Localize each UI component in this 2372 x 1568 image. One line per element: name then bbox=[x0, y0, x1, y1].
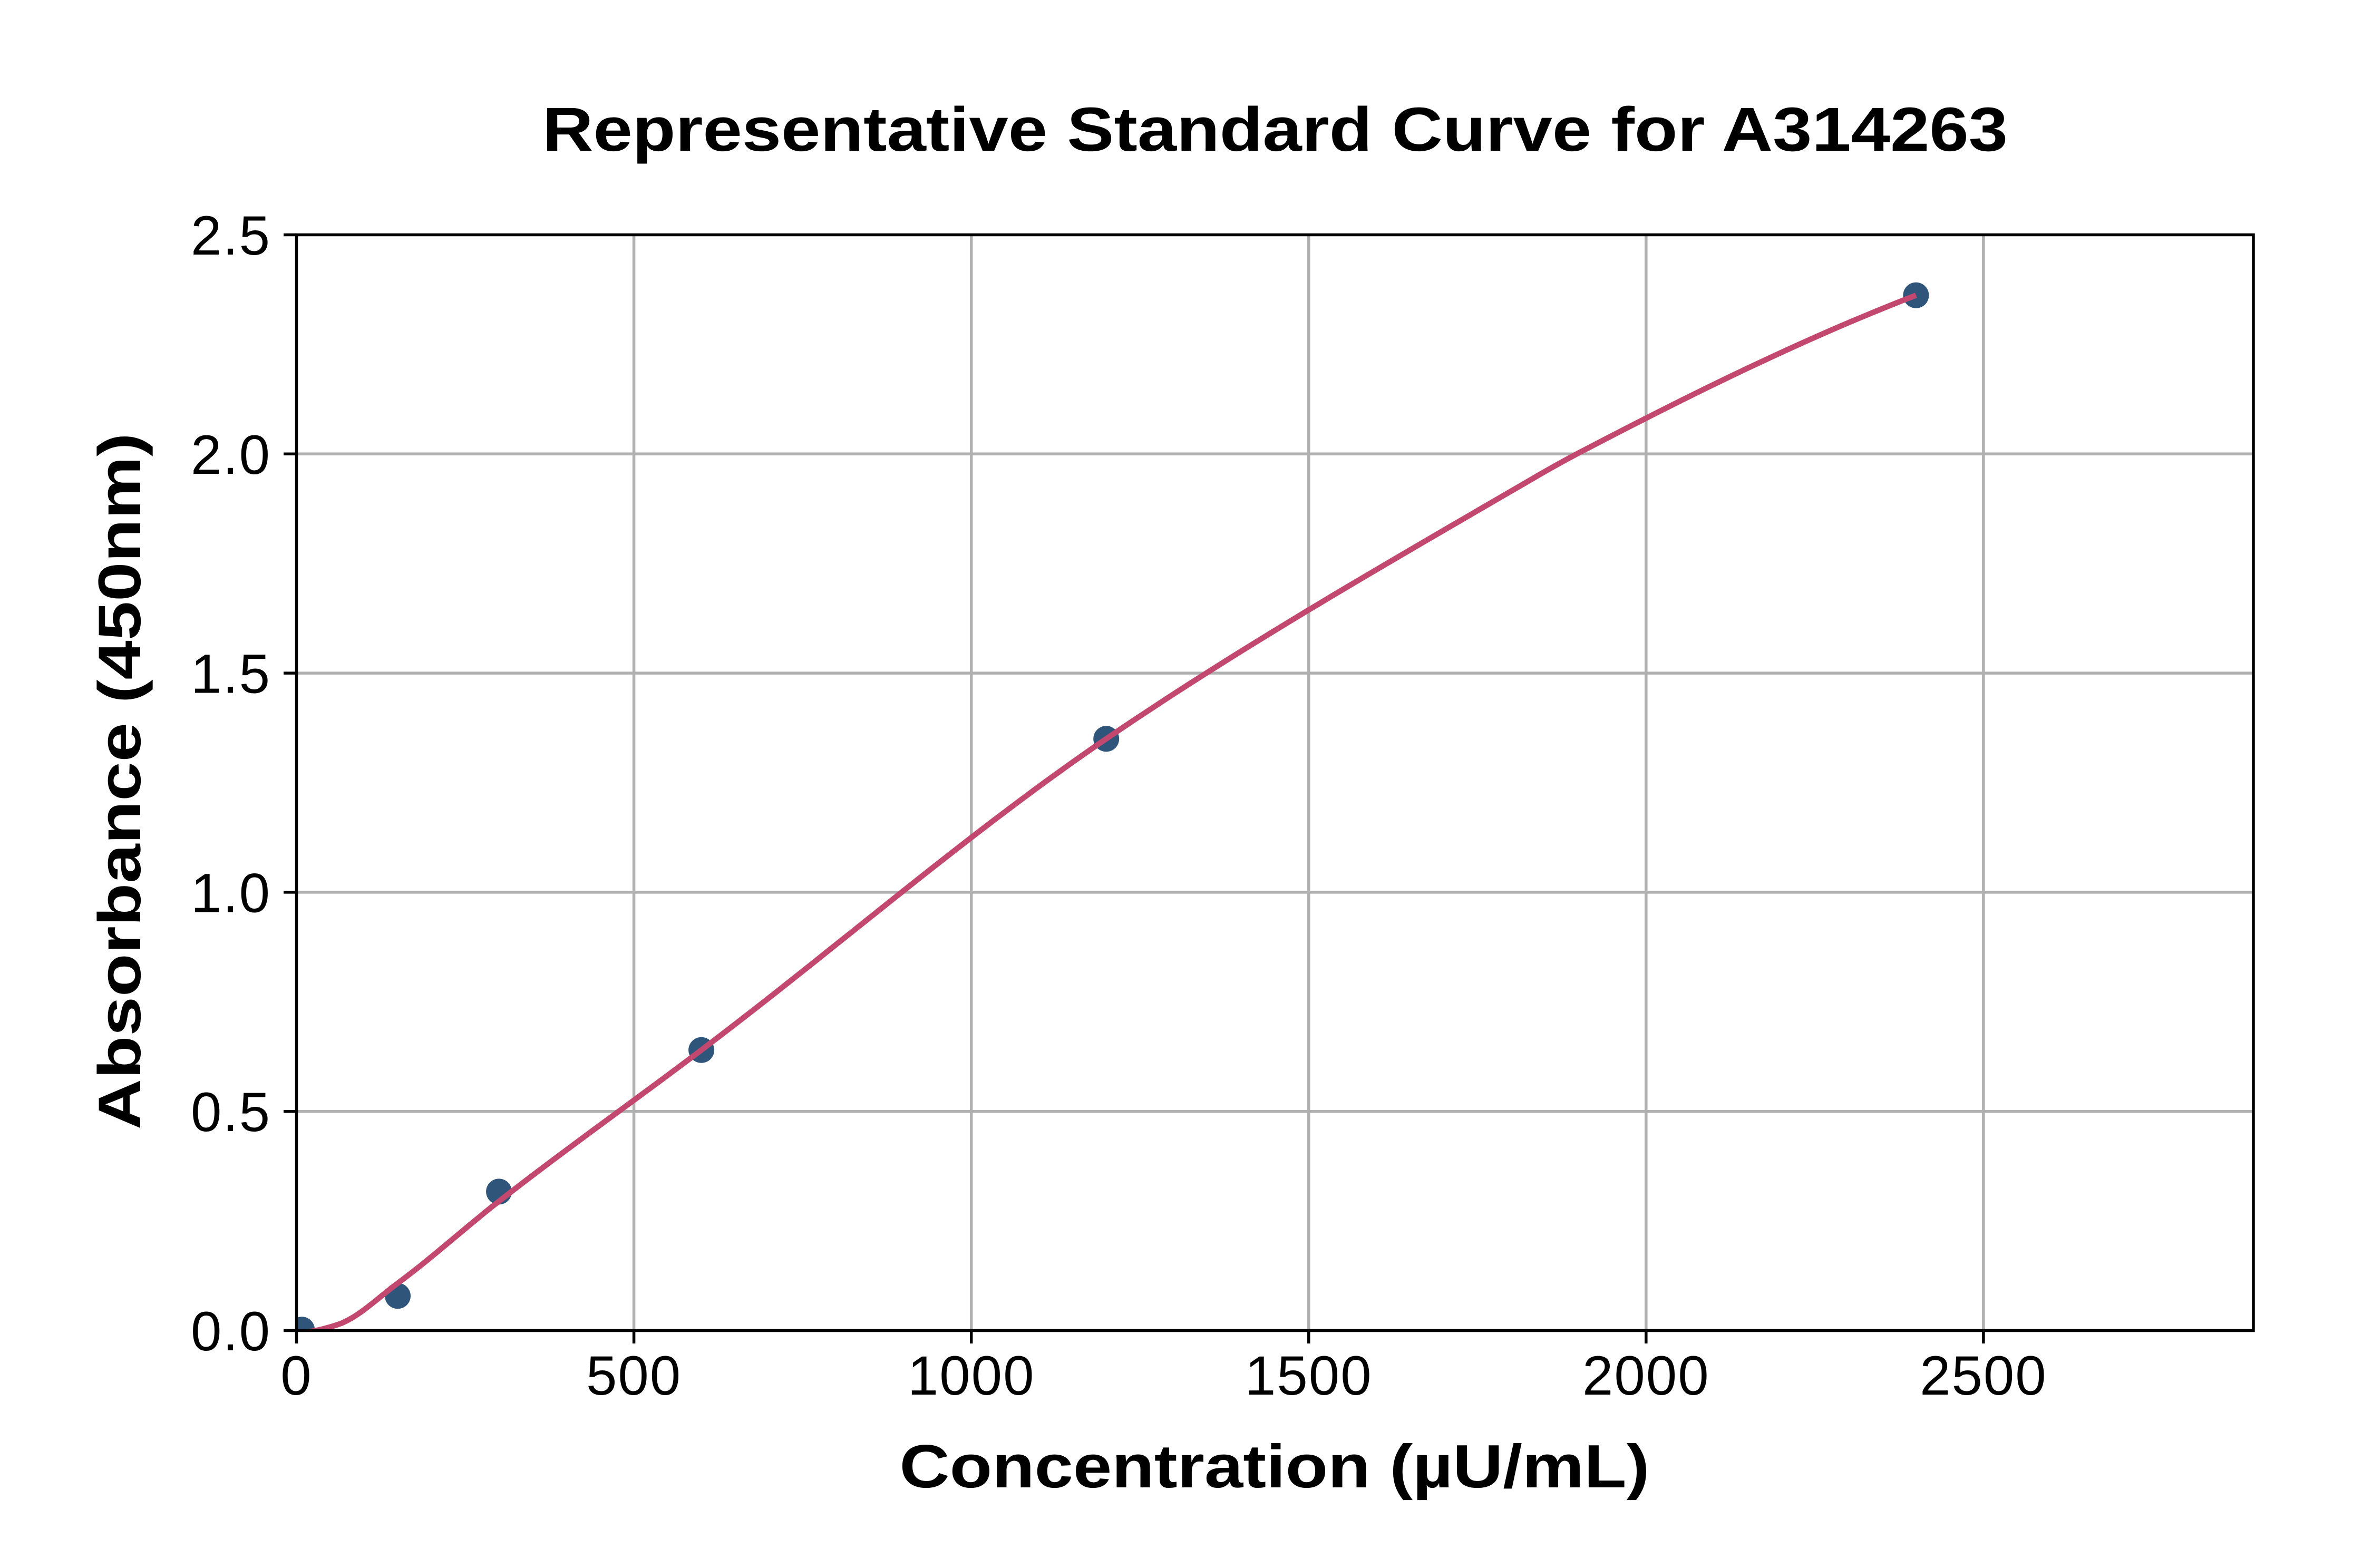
svg-text:Representative Standard Curve: Representative Standard Curve for A31426… bbox=[542, 95, 2008, 164]
svg-text:2500: 2500 bbox=[1920, 1345, 2047, 1407]
svg-text:0: 0 bbox=[280, 1345, 312, 1407]
svg-text:2000: 2000 bbox=[1582, 1345, 1710, 1407]
svg-text:2.0: 2.0 bbox=[191, 424, 271, 486]
svg-text:500: 500 bbox=[586, 1345, 682, 1407]
svg-text:1000: 1000 bbox=[908, 1345, 1035, 1407]
svg-text:Absorbance (450nm): Absorbance (450nm) bbox=[86, 433, 153, 1129]
svg-text:0.5: 0.5 bbox=[191, 1082, 271, 1143]
svg-text:1500: 1500 bbox=[1245, 1345, 1373, 1407]
svg-text:1.5: 1.5 bbox=[191, 644, 271, 705]
svg-text:0.0: 0.0 bbox=[191, 1301, 271, 1362]
svg-text:1.0: 1.0 bbox=[191, 862, 271, 924]
svg-text:Concentration (µU/mL): Concentration (µU/mL) bbox=[900, 1432, 1650, 1501]
svg-text:2.5: 2.5 bbox=[191, 205, 271, 267]
